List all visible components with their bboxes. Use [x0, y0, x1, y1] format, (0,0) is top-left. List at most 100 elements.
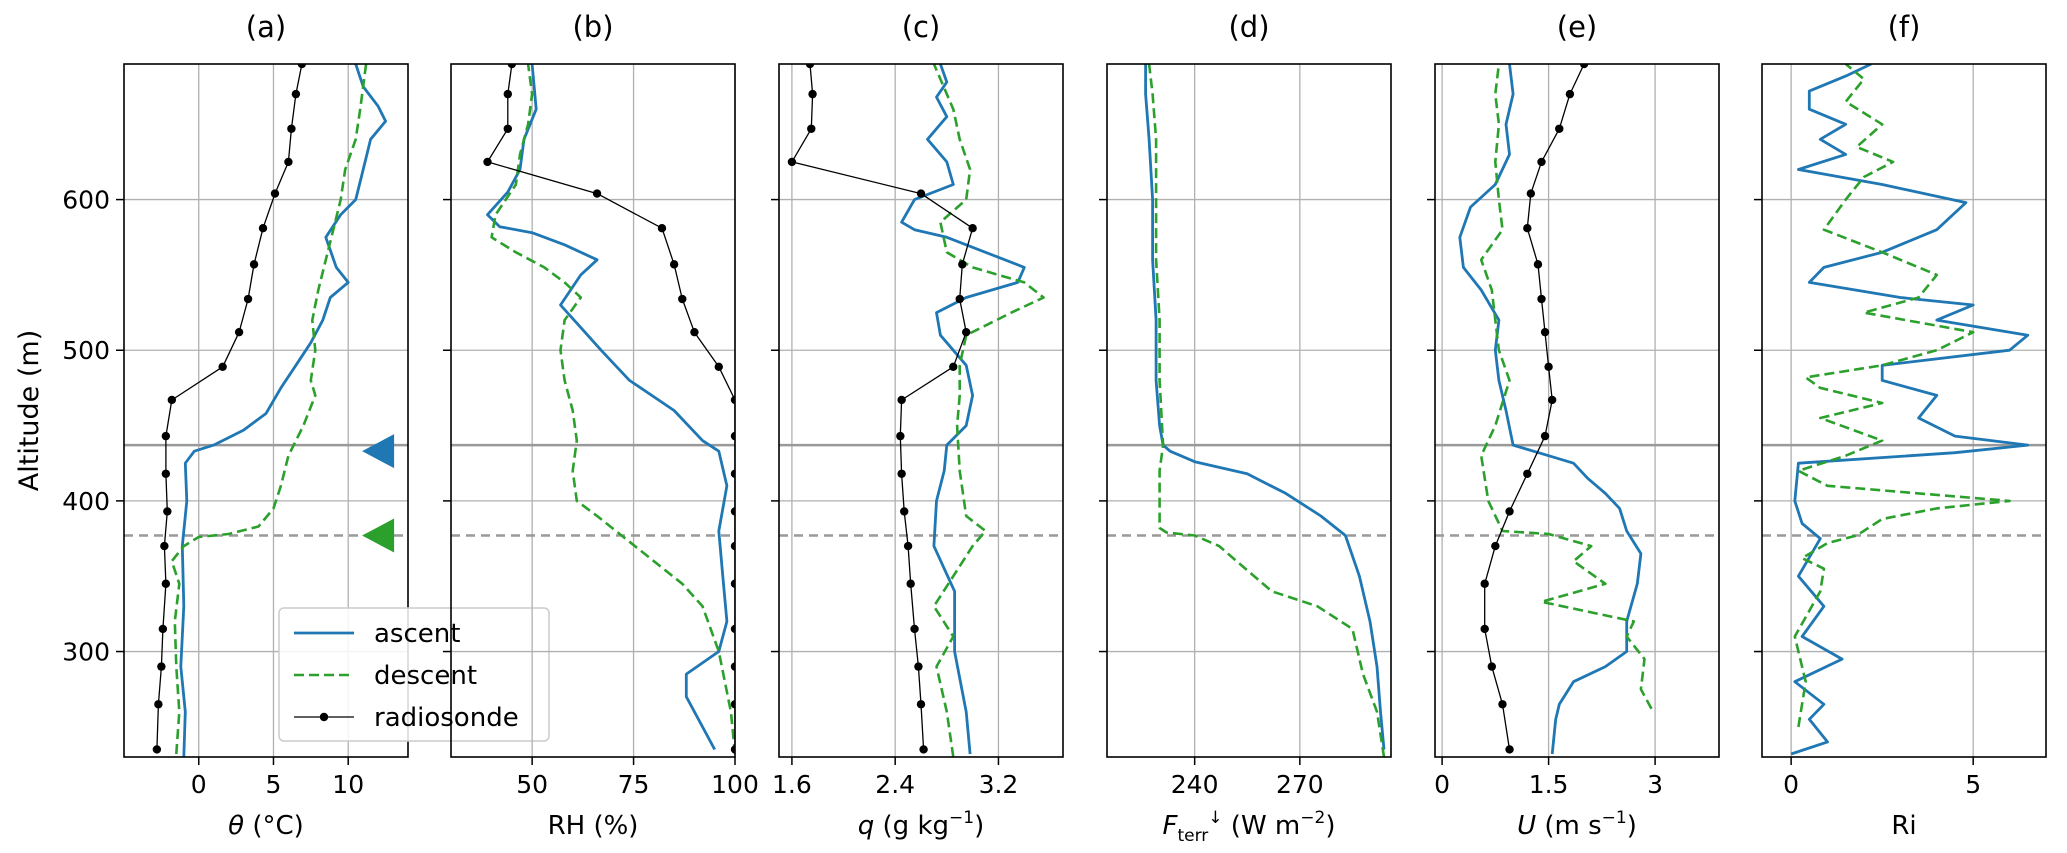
x-axis-label-part: θ: [228, 811, 244, 841]
radiosonde-point: [167, 395, 177, 405]
radiosonde-point: [958, 260, 967, 269]
x-axis-label: θ (°C): [228, 811, 304, 841]
radiosonde-point: [897, 395, 906, 405]
radiosonde-point: [1579, 64, 1589, 69]
panel-6: 0 5 (f) Ri: [1754, 10, 2047, 841]
x-axis-label-part: ): [974, 811, 984, 841]
legend-label-descent: descent: [374, 661, 477, 691]
x-tick-label: 270: [1276, 770, 1324, 799]
x-tick-label: 0: [1783, 770, 1799, 799]
radiosonde-point: [1491, 541, 1500, 551]
radiosonde-point: [1540, 327, 1550, 337]
x-tick-label: 100: [711, 770, 759, 799]
x-axis-label: Fterr↓ (W m−2): [1163, 808, 1336, 846]
radiosonde-point: [270, 189, 280, 198]
x-tick-label: 1.6: [772, 770, 812, 799]
radiosonde-point: [730, 431, 735, 441]
radiosonde-point: [483, 157, 492, 167]
radiosonde-point: [1505, 745, 1514, 754]
radiosonde-point: [1533, 260, 1543, 269]
panel-title: (c): [902, 10, 941, 44]
x-tick-label: 75: [618, 770, 650, 799]
y-tick-label: 300: [62, 638, 110, 667]
panel-5: 0 1.5 3 (e) U (m s−1): [1427, 10, 1720, 841]
x-axis-label-part: (°C): [244, 811, 304, 841]
radiosonde-line: [156, 64, 303, 750]
radiosonde-point: [807, 124, 816, 133]
series-group: [787, 64, 1045, 757]
radiosonde-point: [961, 327, 971, 337]
radiosonde-point: [730, 579, 735, 588]
panel-2: 50 75 100 (b) RH (%): [443, 10, 759, 841]
x-axis-label-part: RH (%): [548, 811, 639, 841]
left-triangle-marker: [362, 434, 395, 469]
radiosonde-point: [161, 579, 171, 588]
y-tick-label: 400: [62, 487, 110, 516]
x-axis-label: U (m s−1): [1517, 808, 1637, 841]
x-tick-label: 3: [1647, 770, 1663, 799]
radiosonde-point: [916, 189, 926, 198]
panel-1: 0 5 10 300 400 500 600 (a) θ (°C) ascent descent ra…: [62, 10, 550, 841]
radiosonde-point: [787, 157, 797, 167]
radiosonde-point: [507, 64, 517, 69]
x-axis-label-part: ): [1325, 811, 1335, 841]
radiosonde-point: [1537, 294, 1546, 304]
x-axis-label-part: ): [1627, 811, 1637, 841]
x-axis-label: q (g kg−1): [858, 808, 984, 841]
panel-title: (f): [1888, 10, 1921, 44]
x-axis-label-part: −1: [1602, 808, 1627, 828]
radiosonde-point: [1498, 700, 1507, 709]
radiosonde-point: [955, 294, 964, 304]
radiosonde-point: [1480, 624, 1489, 634]
legend-swatch-dot: [319, 712, 329, 722]
x-tick-label: 3.2: [979, 770, 1019, 799]
radiosonde-point: [730, 395, 735, 405]
radiosonde-point: [730, 541, 735, 551]
radiosonde-point: [503, 89, 512, 99]
x-tick-label: 0: [191, 770, 207, 799]
radiosonde-point: [900, 507, 909, 516]
radiosonde-point: [657, 224, 667, 233]
x-axis-label-part: (W m: [1223, 811, 1301, 841]
radiosonde-point: [730, 624, 735, 634]
radiosonde-point: [730, 469, 735, 478]
radiosonde-point: [1487, 662, 1497, 671]
series-group: [152, 64, 388, 757]
radiosonde-point: [805, 64, 815, 69]
radiosonde-point: [897, 469, 906, 478]
panel-4: 240 270 (d) Fterr↓ (W m−2): [1099, 10, 1392, 846]
series-group: [1458, 64, 1653, 755]
descent-line: [170, 64, 368, 755]
radiosonde-point: [910, 624, 919, 634]
radiosonde-point: [234, 327, 244, 337]
radiosonde-point: [678, 294, 687, 304]
x-tick-label: 5: [266, 770, 282, 799]
radiosonde-point: [914, 662, 923, 671]
radiosonde-point: [157, 662, 166, 671]
descent-line: [932, 64, 1045, 757]
x-axis-label-part: U: [1517, 811, 1536, 841]
panel-title: (a): [246, 10, 286, 44]
x-axis-label-part: (g kg: [874, 811, 949, 841]
radiosonde-point: [1480, 579, 1489, 588]
radiosonde-point: [503, 124, 512, 133]
ascent-line: [1144, 64, 1386, 750]
radiosonde-point: [730, 700, 735, 709]
series-group: [1790, 64, 2030, 756]
radiosonde-line: [1484, 64, 1585, 750]
x-axis-label-part: F: [1163, 811, 1179, 841]
panel-title: (b): [572, 10, 613, 44]
radiosonde-point: [714, 362, 723, 372]
radiosonde-point: [919, 745, 928, 754]
radiosonde-line: [791, 64, 974, 750]
radiosonde-point: [1544, 362, 1553, 372]
ascent-line: [1790, 64, 2030, 756]
radiosonde-point: [154, 700, 163, 709]
radiosonde-point: [730, 745, 735, 754]
radiosonde-point: [730, 507, 735, 516]
legend-box: [278, 607, 550, 742]
series-group: [1144, 64, 1386, 757]
panel-title: (d): [1228, 10, 1269, 44]
radiosonde-line: [486, 64, 735, 750]
